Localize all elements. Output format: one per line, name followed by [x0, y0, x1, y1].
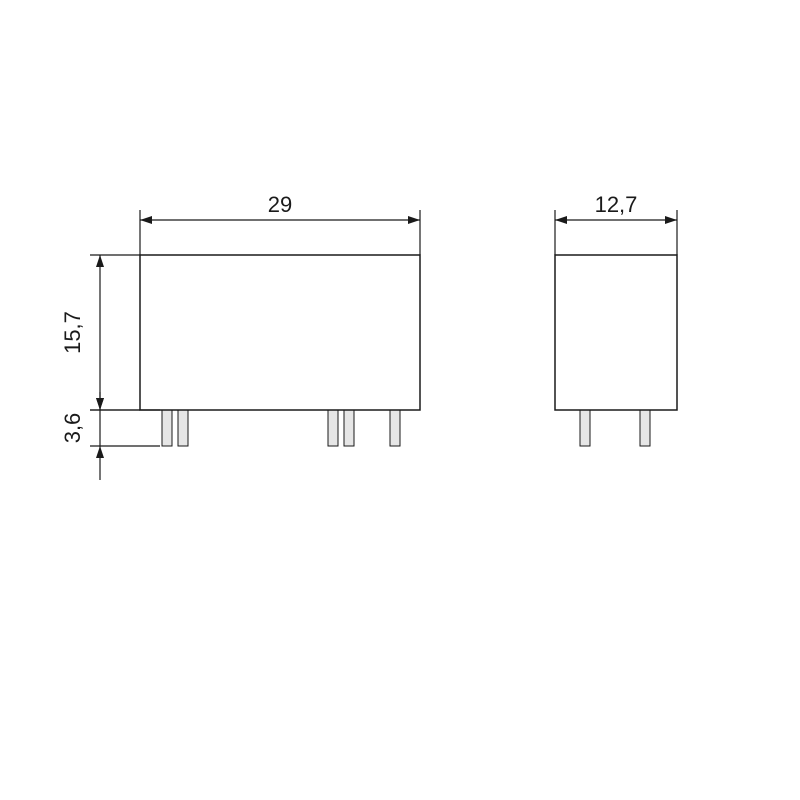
svg-text:12,7: 12,7 — [595, 192, 638, 217]
svg-text:15,7: 15,7 — [60, 311, 85, 354]
svg-text:3,6: 3,6 — [60, 413, 85, 444]
svg-text:29: 29 — [268, 192, 292, 217]
